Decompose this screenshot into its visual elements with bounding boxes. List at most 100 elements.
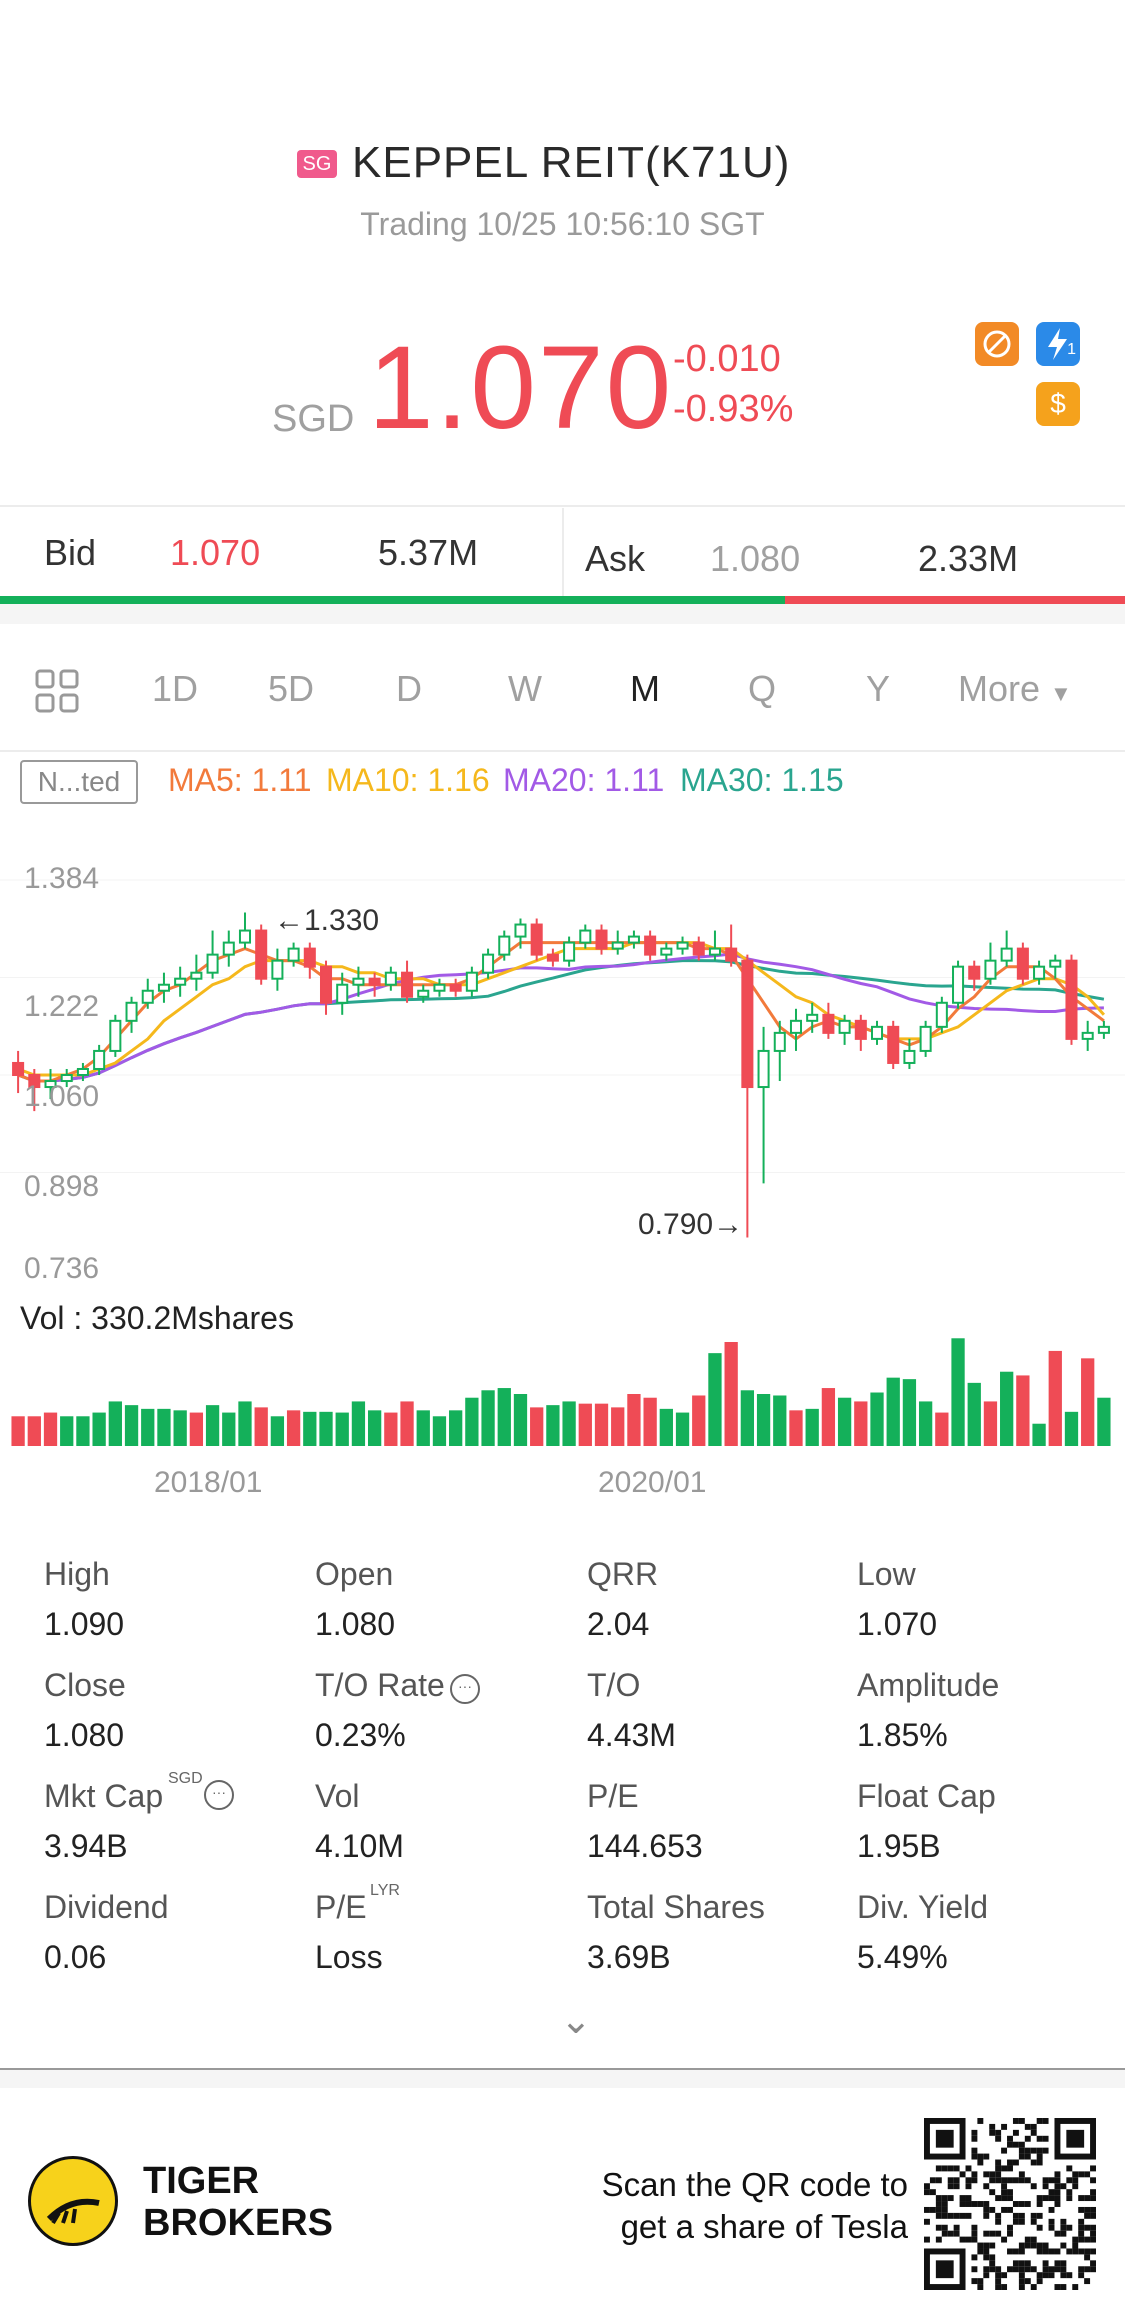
tab-more[interactable]: More ▼: [958, 668, 1072, 710]
stat-label: Amplitude: [857, 1667, 1000, 1703]
y-tick: 0.898: [24, 1170, 100, 1203]
candle: [401, 960, 414, 1003]
candle: [838, 1014, 851, 1045]
y-tick: 0.736: [24, 1252, 100, 1285]
candle: [725, 924, 738, 967]
candle: [1016, 942, 1029, 985]
expand-chevron-icon[interactable]: ⌄: [560, 2000, 592, 2042]
brand-line: TIGER: [143, 2160, 260, 2202]
right-arrow-icon: →: [713, 1208, 744, 1241]
candle: [222, 930, 235, 967]
indicator-tag[interactable]: N...ted: [20, 760, 138, 804]
stat-value: 2.04: [587, 1606, 650, 1642]
stat-value: 1.080: [315, 1606, 396, 1642]
tab-y[interactable]: Y: [866, 668, 891, 709]
candlestick-chart[interactable]: [0, 820, 1125, 1470]
candle: [789, 1008, 803, 1051]
candle: [563, 936, 576, 967]
candle: [287, 942, 300, 967]
candle: [870, 1020, 884, 1045]
volume-bar: [1048, 1350, 1062, 1446]
volume-bar: [465, 1397, 479, 1446]
candle: [368, 972, 381, 997]
promo-line: get a share of Tesla: [620, 2208, 908, 2245]
high-value: 1.330: [304, 904, 380, 937]
volume-bar: [1064, 1411, 1079, 1446]
candle: [644, 930, 657, 961]
candle: [433, 978, 446, 997]
volume-bar: [141, 1408, 155, 1446]
stat-value: Loss: [315, 1939, 383, 1975]
tab-m[interactable]: M: [630, 668, 660, 709]
tab-q[interactable]: Q: [748, 668, 777, 709]
candle: [384, 966, 397, 991]
stat-value: 1.85%: [857, 1717, 948, 1753]
volume-bar: [918, 1401, 933, 1446]
y-tick: 1.060: [24, 1080, 100, 1113]
volume-bar: [708, 1353, 722, 1446]
candle: [498, 930, 511, 961]
volume-bar: [594, 1403, 609, 1446]
candle: [627, 930, 640, 949]
stat-label: Open: [315, 1556, 394, 1592]
price-change-percent: -0.93%: [673, 388, 794, 430]
candle: [984, 942, 997, 985]
candle: [1081, 1020, 1094, 1051]
candle: [449, 978, 462, 997]
dollar-icon[interactable]: $: [1036, 382, 1080, 426]
volume-bar: [108, 1401, 122, 1446]
candle: [465, 966, 478, 997]
candle: [1049, 954, 1062, 979]
candle: [303, 942, 316, 979]
layout-grid-icon[interactable]: [34, 668, 80, 719]
volume-bar: [789, 1410, 803, 1446]
volume-bar: [902, 1379, 917, 1446]
ma20-line: [17, 952, 1104, 1083]
volume-bar: [627, 1394, 641, 1446]
no-margin-icon[interactable]: [975, 322, 1019, 366]
candle: [611, 930, 624, 955]
candle: [319, 960, 333, 1015]
low-annotation: 0.790→: [638, 1208, 743, 1242]
ma5-value: MA5: 1.11: [168, 762, 312, 798]
stat-label: Mkt Cap: [44, 1778, 164, 1814]
tab-1d[interactable]: 1D: [152, 668, 199, 709]
qr-code[interactable]: [924, 2118, 1096, 2290]
stat-value: 1.090: [44, 1606, 125, 1642]
low-value: 0.790: [638, 1208, 714, 1241]
volume-bar: [205, 1405, 220, 1446]
lightning-icon[interactable]: 1: [1036, 322, 1080, 366]
tab-5d[interactable]: 5D: [268, 668, 315, 709]
stat-value: 1.95B: [857, 1828, 941, 1864]
volume-bar: [983, 1401, 998, 1446]
last-price: 1.070: [368, 322, 674, 454]
candle: [93, 1044, 106, 1075]
to-rate-info-icon[interactable]: ···: [450, 1674, 480, 1704]
candle: [206, 930, 219, 979]
candle: [1033, 960, 1046, 985]
volume-bar: [756, 1394, 771, 1446]
stat-value: 4.10M: [315, 1828, 404, 1864]
brand-line: BROKERS: [143, 2202, 334, 2244]
stat-label: Float Cap: [857, 1778, 996, 1814]
volume-bar: [821, 1388, 836, 1446]
candle: [76, 1062, 89, 1082]
volume-bar: [92, 1412, 106, 1446]
mkt-cap-info-icon[interactable]: ···: [204, 1780, 234, 1810]
divider: [0, 750, 1125, 752]
stat-value: 144.653: [587, 1828, 703, 1864]
volume-bar: [11, 1416, 25, 1446]
volume-bar: [854, 1401, 868, 1446]
stat-label: T/O Rate: [315, 1667, 445, 1703]
candle: [854, 1014, 867, 1051]
candle: [514, 918, 527, 949]
volume-bar: [967, 1382, 981, 1446]
candle: [125, 996, 138, 1033]
tab-d[interactable]: D: [396, 668, 422, 709]
volume-bar: [837, 1397, 852, 1446]
volume-bar: [546, 1405, 560, 1446]
volume-bar: [1032, 1423, 1046, 1446]
tab-w[interactable]: W: [508, 668, 542, 709]
stat-label: Close: [44, 1667, 126, 1703]
volume-bar: [740, 1390, 755, 1446]
